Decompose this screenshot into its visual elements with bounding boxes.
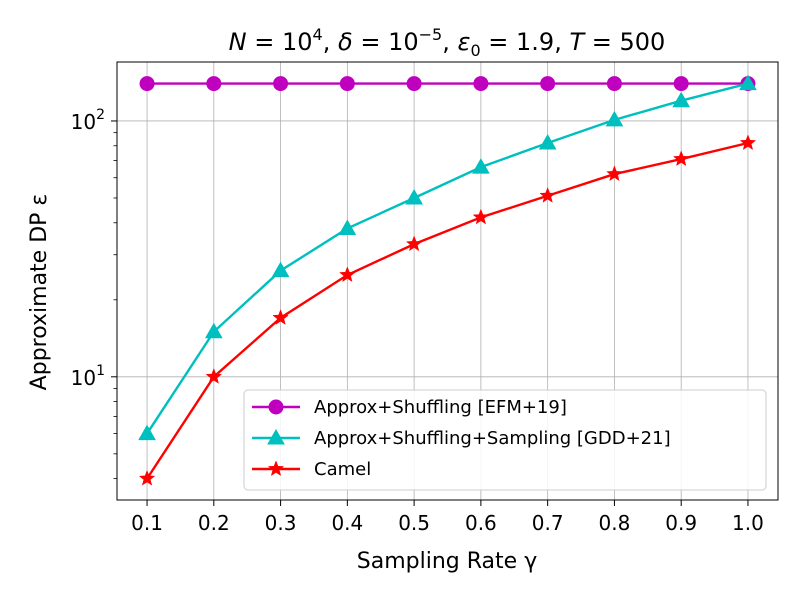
data-point: [273, 76, 289, 92]
x-tick-label: 0.7: [532, 511, 564, 535]
data-point: [205, 368, 223, 384]
data-point: [204, 322, 223, 339]
series-triangle: [138, 74, 757, 441]
data-point: [672, 91, 691, 108]
data-point: [405, 188, 423, 205]
data-point: [538, 134, 557, 150]
x-tick-label: 0.5: [398, 511, 430, 535]
x-axis-label: Sampling Rate γ: [357, 549, 537, 574]
series-star: [138, 134, 757, 486]
data-point: [138, 424, 156, 441]
series-layer: [138, 74, 757, 486]
series-line: [146, 82, 749, 435]
data-point: [605, 110, 624, 127]
data-point: [673, 76, 689, 92]
series-line: [146, 141, 749, 480]
legend-item: Approx+Shuffling [EFM+19]: [252, 397, 567, 418]
data-point: [206, 76, 222, 92]
data-point: [405, 235, 423, 252]
legend-item: Camel: [252, 459, 371, 480]
x-tick-label: 0.3: [265, 511, 297, 535]
data-point: [739, 74, 757, 91]
data-point: [472, 158, 490, 174]
plot-frame: [116, 61, 779, 501]
legend: Approx+Shuffling [EFM+19] Approx+Shufflin…: [243, 389, 767, 491]
y-axis-label: Approximate DP ε: [27, 194, 52, 391]
x-tick-label: 0.8: [599, 511, 631, 535]
data-point: [339, 266, 356, 283]
x-tick-label: 0.9: [665, 511, 697, 535]
data-point: [606, 165, 623, 182]
x-tick-label: 0.1: [131, 511, 163, 535]
data-point: [406, 76, 422, 92]
data-point: [473, 76, 489, 92]
legend-box: [243, 389, 767, 491]
data-point: [739, 134, 757, 151]
legend-label: Approx+Shuffling+Sampling [GDD+21]: [314, 428, 671, 449]
data-point: [338, 219, 357, 235]
legend-label: Approx+Shuffling [EFM+19]: [314, 397, 567, 418]
x-tick-label: 0.2: [198, 511, 230, 535]
data-point: [540, 76, 556, 92]
axis-ticks: 0.1 0.2 0.3 0.4 0.5 0.6 0.7 0.8 0.9 1.0 101 102: [71, 107, 764, 535]
legend-marker: [268, 399, 284, 415]
x-tick-label: 0.6: [465, 511, 497, 535]
legend-item: Approx+Shuffling+Sampling [GDD+21]: [252, 428, 671, 449]
data-point: [339, 76, 355, 92]
series-circle: [139, 76, 756, 92]
data-point: [539, 187, 556, 203]
x-tick-label: 1.0: [732, 511, 764, 535]
legend-marker: [267, 460, 285, 477]
legend-label: Camel: [314, 459, 371, 480]
data-point: [672, 150, 690, 167]
data-point: [606, 76, 622, 92]
y-tick-label: 102: [71, 107, 105, 134]
data-point: [139, 76, 155, 92]
x-tick-label: 0.4: [331, 511, 363, 535]
y-tick-label: 101: [71, 363, 105, 390]
data-point: [472, 208, 490, 225]
data-point: [271, 261, 290, 278]
chart-title: N = 104, δ = 10−5, ε0 = 1.9, T = 500: [229, 25, 666, 60]
data-point: [272, 309, 289, 325]
data-point: [138, 469, 156, 486]
legend-marker: [267, 428, 285, 445]
